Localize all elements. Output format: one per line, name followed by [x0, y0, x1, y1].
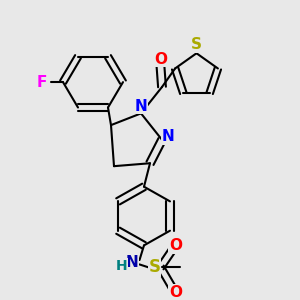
Text: N: N: [162, 129, 174, 144]
Text: S: S: [148, 258, 160, 276]
Text: O: O: [169, 285, 182, 300]
Text: H: H: [116, 259, 127, 273]
Text: F: F: [37, 75, 47, 90]
Text: O: O: [169, 238, 182, 253]
Text: S: S: [191, 37, 202, 52]
Text: N: N: [126, 256, 138, 271]
Text: O: O: [154, 52, 167, 67]
Text: N: N: [135, 99, 147, 114]
